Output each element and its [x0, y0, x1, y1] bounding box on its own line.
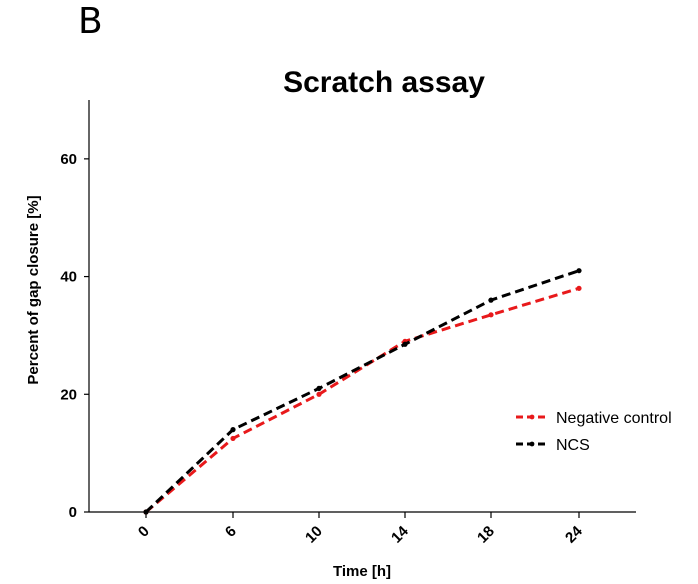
x-tick-label: 0 — [135, 523, 153, 541]
x-axis-label: Time [h] — [333, 563, 391, 580]
series-line-1 — [144, 269, 580, 514]
chart-title: Scratch assay — [283, 66, 485, 99]
series-1-point — [488, 297, 494, 303]
series-0-point — [576, 285, 582, 291]
chart-axes — [88, 100, 636, 513]
x-tick-label: 6 — [222, 523, 240, 541]
series-0-point — [316, 391, 322, 397]
series-0-point — [230, 435, 236, 442]
x-tick-label: 24 — [562, 522, 586, 546]
series-1-point — [402, 341, 408, 347]
legend-label-0: Negative control — [556, 410, 672, 427]
series-0-point — [488, 312, 494, 318]
legend-marker-1 — [529, 441, 535, 447]
y-tick-label: 0 — [69, 504, 77, 521]
chart-legend: Negative control NCS — [516, 410, 672, 454]
y-tick-label: 20 — [60, 386, 77, 403]
series-1-point — [576, 268, 582, 274]
series-1-point — [316, 385, 322, 391]
chart-series-layer — [143, 268, 582, 515]
x-tick-label: 10 — [302, 523, 326, 547]
series-line-0 — [145, 286, 580, 514]
legend-marker-0 — [529, 414, 535, 420]
panel-label: B — [78, 1, 103, 42]
series-1-point — [143, 509, 149, 515]
y-tick-label: 60 — [60, 151, 77, 168]
chart-ticks: 0 20 40 60 0 6 10 14 18 24 — [60, 151, 586, 547]
series-1-point — [230, 427, 236, 433]
x-tick-label: 18 — [474, 523, 498, 547]
legend-label-1: NCS — [556, 437, 590, 454]
y-tick-label: 40 — [60, 269, 77, 286]
y-axis-label: Percent of gap closure [%] — [25, 195, 42, 384]
x-tick-label: 14 — [388, 522, 412, 546]
